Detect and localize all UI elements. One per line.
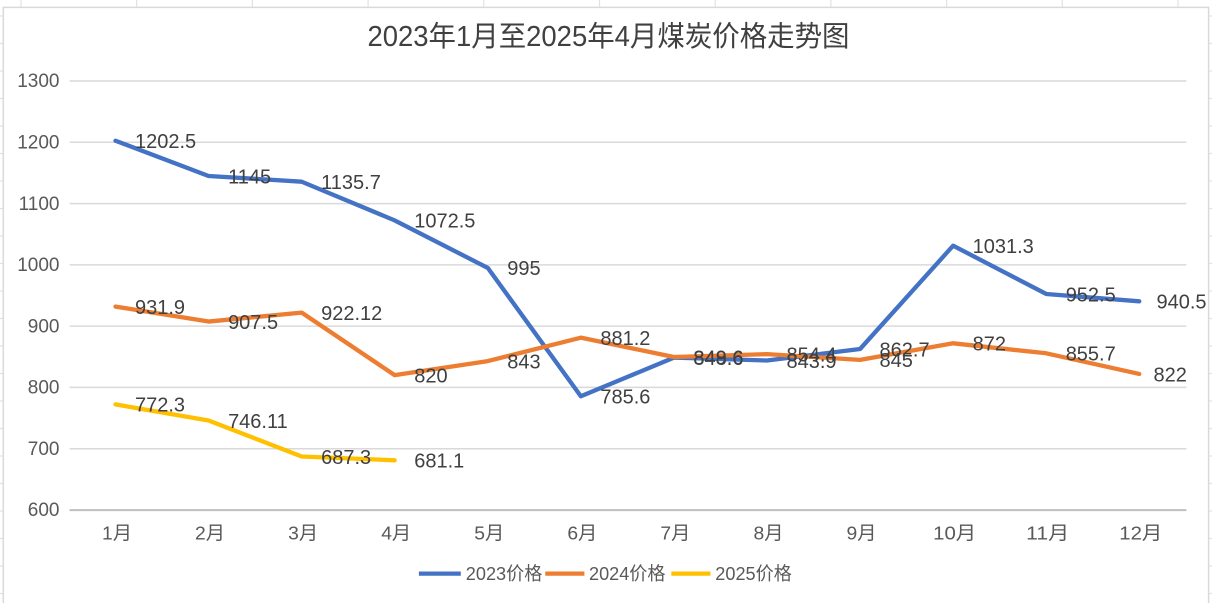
svg-text:1072.5: 1072.5 <box>414 211 475 233</box>
svg-text:822: 822 <box>1153 364 1186 386</box>
svg-text:855.7: 855.7 <box>1066 344 1116 366</box>
svg-text:2024价格: 2024价格 <box>589 563 666 584</box>
svg-text:881.2: 881.2 <box>600 328 650 350</box>
svg-text:6月: 6月 <box>567 523 597 544</box>
svg-text:10月: 10月 <box>933 523 976 544</box>
svg-text:854.4: 854.4 <box>786 344 836 366</box>
svg-text:2023价格: 2023价格 <box>466 563 543 584</box>
svg-text:1145: 1145 <box>228 166 271 188</box>
svg-text:952.5: 952.5 <box>1066 284 1116 306</box>
svg-text:843: 843 <box>507 351 540 373</box>
svg-text:900: 900 <box>28 316 60 337</box>
svg-text:1200: 1200 <box>17 132 59 153</box>
svg-text:5月: 5月 <box>474 523 504 544</box>
svg-text:2025价格: 2025价格 <box>715 563 792 584</box>
svg-text:907.5: 907.5 <box>228 312 278 334</box>
svg-text:1031.3: 1031.3 <box>973 236 1034 258</box>
svg-text:12月: 12月 <box>1119 523 1162 544</box>
svg-text:3月: 3月 <box>288 523 318 544</box>
svg-text:922.12: 922.12 <box>321 303 382 325</box>
svg-text:1135.7: 1135.7 <box>321 172 381 194</box>
svg-text:8月: 8月 <box>753 523 783 544</box>
svg-text:940.5: 940.5 <box>1156 292 1206 314</box>
svg-text:600: 600 <box>28 500 60 521</box>
svg-text:746.11: 746.11 <box>228 411 288 433</box>
svg-text:687.3: 687.3 <box>321 447 371 469</box>
svg-text:862.7: 862.7 <box>880 339 930 361</box>
svg-text:1月: 1月 <box>102 523 132 544</box>
svg-text:1300: 1300 <box>17 71 59 92</box>
svg-text:785.6: 785.6 <box>600 387 650 409</box>
svg-text:820: 820 <box>414 365 447 387</box>
svg-text:681.1: 681.1 <box>414 451 464 473</box>
svg-text:1000: 1000 <box>17 255 59 276</box>
svg-text:700: 700 <box>28 439 60 460</box>
svg-text:7月: 7月 <box>660 523 690 544</box>
svg-text:11月: 11月 <box>1026 523 1069 544</box>
svg-text:2023年1月至2025年4月煤炭价格走势图: 2023年1月至2025年4月煤炭价格走势图 <box>368 21 850 53</box>
svg-text:1202.5: 1202.5 <box>135 131 196 153</box>
svg-text:995: 995 <box>507 258 540 280</box>
svg-text:2月: 2月 <box>195 523 225 544</box>
svg-text:800: 800 <box>28 378 60 399</box>
svg-text:772.3: 772.3 <box>135 395 185 417</box>
svg-text:1100: 1100 <box>19 194 60 215</box>
svg-text:848.6: 848.6 <box>693 348 743 370</box>
svg-text:845: 845 <box>880 350 913 372</box>
svg-text:9月: 9月 <box>847 523 877 544</box>
svg-text:843.9: 843.9 <box>786 351 836 373</box>
svg-text:849.6: 849.6 <box>693 347 743 369</box>
svg-text:4月: 4月 <box>381 523 411 544</box>
svg-text:872: 872 <box>973 334 1006 356</box>
svg-text:931.9: 931.9 <box>135 297 185 319</box>
